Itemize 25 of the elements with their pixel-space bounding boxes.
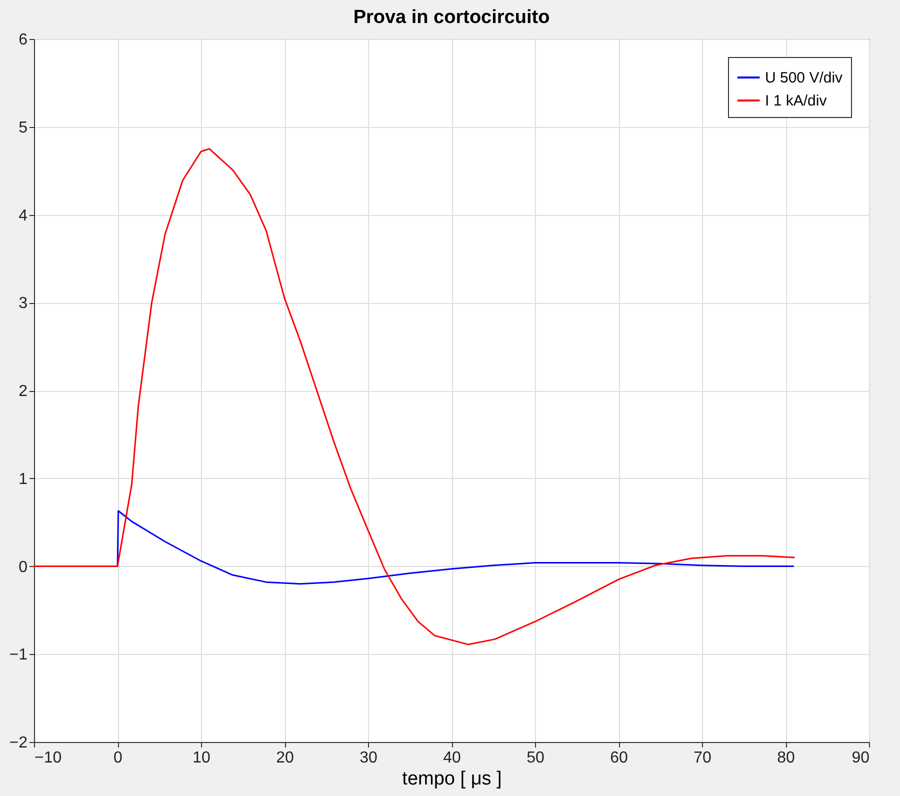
x-tick-label: 20: [276, 750, 294, 766]
y-tick-label: 2: [18, 383, 28, 400]
x-tick-label: 30: [360, 750, 378, 766]
legend-label: U 500 V/div: [765, 70, 844, 86]
x-tick-label: 80: [777, 750, 795, 766]
x-tick-label: 40: [443, 750, 461, 766]
x-tick-label: 90: [852, 750, 870, 766]
y-tick-label: −1: [9, 646, 28, 664]
y-tick-label: 0: [18, 558, 28, 576]
y-tick-label: 1: [18, 470, 28, 488]
x-axis-title: tempo [ μs ]: [402, 768, 502, 790]
line-series: [33, 148, 796, 646]
x-tick-label: 0: [114, 750, 123, 766]
y-tick-label: 4: [18, 207, 28, 224]
y-tick-label: 6: [18, 32, 28, 48]
x-tick-label: 10: [192, 750, 210, 766]
x-tick-label: 70: [694, 750, 712, 766]
y-tick-label: −2: [9, 734, 28, 752]
x-tick-label: 60: [610, 750, 628, 766]
legend-label: I 1 kA/div: [765, 92, 828, 110]
y-tick-label: 5: [18, 119, 28, 136]
y-tick-label: 3: [18, 295, 28, 312]
x-tick-label: 50: [526, 750, 544, 766]
x-tick-label: −10: [34, 750, 62, 766]
chart-title: Prova in cortocircuito: [353, 7, 550, 28]
